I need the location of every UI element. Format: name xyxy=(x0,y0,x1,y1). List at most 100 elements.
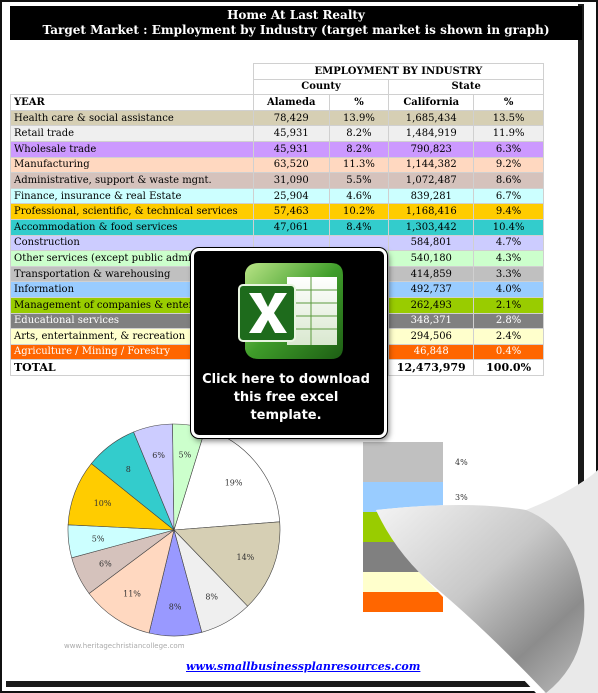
state-pct-header: % xyxy=(473,94,544,111)
company-title: Home At Last Realty xyxy=(227,8,365,22)
alameda-pct: 5.5% xyxy=(328,172,390,189)
california-pct: 2.4% xyxy=(473,328,544,345)
pie-slice-label: 14% xyxy=(237,553,255,562)
table-row: Accommodation & food services 47,061 8.4% 1… xyxy=(10,218,544,236)
bar-segment xyxy=(363,572,443,592)
california-value: 492,737 xyxy=(388,281,475,298)
california-pct: 8.6% xyxy=(473,172,544,189)
pie-slice-label: 5% xyxy=(179,451,192,460)
alameda-pct: 8.4% xyxy=(328,218,390,236)
california-value: 1,144,382 xyxy=(388,156,475,174)
alameda-pct: 13.9% xyxy=(328,109,390,127)
pie-slice-label: 8 xyxy=(126,465,131,474)
california-value: 1,685,434 xyxy=(388,109,475,127)
watermark-text: www.heritagechristiancollege.com xyxy=(64,642,185,650)
pie-slice xyxy=(88,529,175,634)
table-row: Health care & social assistance 78,429 13.… xyxy=(10,109,544,127)
alameda-pct: 8.2% xyxy=(328,140,390,158)
pie-slice xyxy=(173,521,281,607)
pie-slice-label: 8% xyxy=(169,602,182,611)
california-value: 1,484,919 xyxy=(388,125,475,142)
table-row: Finance, insurance & real Estate 25,904 4.… xyxy=(10,187,544,205)
alameda-value: 31,090 xyxy=(252,172,330,189)
california-header: California xyxy=(388,94,475,111)
alameda-pct: 11.3% xyxy=(328,156,390,174)
industry-cell: Finance, insurance & real Estate xyxy=(10,187,254,205)
alameda-pct: 4.6% xyxy=(328,187,390,205)
employment-group-header: EMPLOYMENT BY INDUSTRY xyxy=(252,63,545,80)
california-value: 46,848 xyxy=(388,343,475,361)
california-value: 1,072,487 xyxy=(388,172,475,189)
california-pct: 9.2% xyxy=(473,156,544,174)
pie-slice-label: 6% xyxy=(99,560,112,569)
industry-cell: Health care & social assistance xyxy=(10,109,254,127)
california-value: 414,859 xyxy=(388,265,475,283)
pie-chart: 19% 14% 8% 8% 11% 6% 5% 10% 8 6% 5% xyxy=(67,423,281,637)
pie-slice-label: 19% xyxy=(225,478,243,487)
california-pct: 0.4% xyxy=(473,343,544,361)
alameda-value: 45,931 xyxy=(252,140,330,158)
download-cta-text: Click here to download this free excel t… xyxy=(202,371,370,425)
alameda-pct: 8.2% xyxy=(328,125,390,142)
california-value: 790,823 xyxy=(388,140,475,158)
bar-segment xyxy=(363,442,443,482)
table-row: Construction 584,801 4.7% xyxy=(10,234,544,252)
california-value: 540,180 xyxy=(388,250,475,267)
alameda-header: Alameda xyxy=(252,94,330,111)
california-pct: 13.5% xyxy=(473,109,544,127)
download-template-button[interactable]: Click here to download this free excel t… xyxy=(191,248,387,438)
alameda-value: 78,429 xyxy=(252,109,330,127)
pie-slice-label: 8% xyxy=(205,592,218,601)
alameda-value: 63,520 xyxy=(252,156,330,174)
industry-cell: Accommodation & food services xyxy=(10,218,254,236)
alameda-value: 57,463 xyxy=(252,203,330,220)
california-pct: 9.4% xyxy=(473,203,544,220)
industry-cell: Administrative, support & waste mgnt. xyxy=(10,172,254,189)
excel-icon xyxy=(238,263,343,359)
report-subtitle: Target Market : Employment by Industry (… xyxy=(42,23,550,37)
alameda-value: 47,061 xyxy=(252,218,330,236)
california-pct: 10.4% xyxy=(473,218,544,236)
california-value: 1,303,442 xyxy=(388,218,475,236)
table-row: Manufacturing 63,520 11.3% 1,144,382 9.2% xyxy=(10,156,544,174)
table-row: Administrative, support & waste mgnt. 31,… xyxy=(10,172,544,189)
bar-segment-label: 3% xyxy=(455,493,468,502)
california-pct: 3.3% xyxy=(473,265,544,283)
year-header: YEAR xyxy=(10,94,254,111)
industry-cell: Professional, scientific, & technical se… xyxy=(10,203,254,220)
industry-cell: Retail trade xyxy=(10,125,254,142)
total-california: 12,473,979 xyxy=(388,359,475,376)
california-pct: 6.7% xyxy=(473,187,544,205)
alameda-value: 25,904 xyxy=(252,187,330,205)
california-pct: 4.7% xyxy=(473,234,544,252)
pie-slice-label: 5% xyxy=(92,534,105,543)
cta-line-2: this free excel template. xyxy=(233,390,339,423)
industry-cell: Wholesale trade xyxy=(10,140,254,158)
alameda-value: 45,931 xyxy=(252,125,330,142)
california-value: 584,801 xyxy=(388,234,475,252)
county-header: County xyxy=(252,78,390,96)
pie-slice-label: 10% xyxy=(94,499,112,508)
california-value: 262,493 xyxy=(388,296,475,314)
bar-segment-label: 4% xyxy=(455,458,468,467)
alameda-pct: 10.2% xyxy=(328,203,390,220)
california-value: 839,281 xyxy=(388,187,475,205)
table-row: Wholesale trade 45,931 8.2% 790,823 6.3% xyxy=(10,140,544,158)
pie-slice-label: 11% xyxy=(123,590,141,599)
employment-table: EMPLOYMENT BY INDUSTRY County State YEAR… xyxy=(10,63,545,376)
california-pct: 2.1% xyxy=(473,296,544,314)
california-value: 294,506 xyxy=(388,328,475,345)
pie-slice-label: 6% xyxy=(152,451,165,460)
california-pct: 4.3% xyxy=(473,250,544,267)
california-pct: 4.0% xyxy=(473,281,544,298)
title-bar: Home At Last Realty Target Market : Empl… xyxy=(10,6,582,40)
state-header: State xyxy=(388,78,544,96)
california-pct: 2.8% xyxy=(473,312,544,330)
page-curl xyxy=(376,470,598,693)
industry-cell: Manufacturing xyxy=(10,156,254,174)
footer-website-link[interactable]: www.smallbusinessplanresources.com xyxy=(186,660,421,673)
cta-line-1: Click here to download xyxy=(202,372,370,387)
california-pct: 11.9% xyxy=(473,125,544,142)
table-row: Retail trade 45,931 8.2% 1,484,919 11.9% xyxy=(10,125,544,142)
